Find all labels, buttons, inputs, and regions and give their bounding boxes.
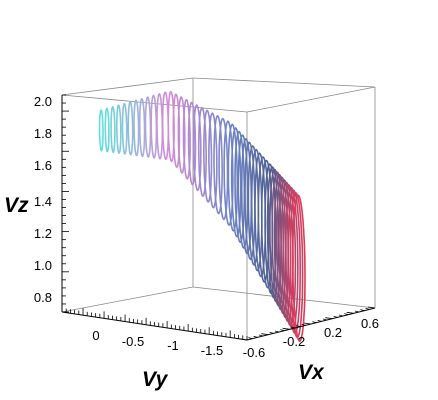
ring (182, 98, 191, 180)
axis-ticks (61, 94, 376, 341)
axis-tick (333, 315, 338, 318)
ring (208, 112, 218, 209)
ring (116, 104, 122, 154)
axis-tick (261, 333, 269, 336)
z-tick-label: 1.6 (34, 158, 52, 173)
z-tick-label: 0.8 (34, 290, 52, 305)
axis-tick (274, 330, 280, 333)
axis-tick (290, 326, 296, 329)
axis-tick (367, 306, 376, 309)
ring (144, 96, 152, 159)
ring (121, 102, 128, 155)
y-tick-label: -0.5 (122, 334, 144, 349)
axis-tick (344, 313, 349, 316)
ring (177, 96, 186, 175)
axis-tick (301, 323, 306, 326)
axis-tick (322, 318, 328, 321)
ring (291, 194, 306, 343)
ring (202, 109, 213, 203)
z-tick-label: 2.0 (34, 94, 52, 109)
z-tick-label: 1.4 (34, 194, 52, 209)
z-tick-label: 1.8 (34, 126, 52, 141)
axis-tick (280, 329, 285, 332)
y-tick-label: -1.5 (201, 343, 223, 358)
axis-tick (239, 338, 248, 341)
ring (257, 155, 270, 284)
x-tick-label: -0.6 (243, 345, 265, 360)
y-tick-label: -1 (167, 338, 179, 353)
ring (213, 114, 224, 215)
axis-tick (354, 310, 360, 313)
z-tick-labels: 2.0 1.8 1.6 1.4 1.2 1.0 0.8 (34, 94, 52, 305)
ring (127, 100, 134, 156)
z-tick-label: 1.0 (34, 258, 52, 273)
box-edge (61, 77, 194, 96)
axis-tick (346, 311, 354, 314)
axis-tick (325, 317, 333, 320)
ring (138, 97, 146, 158)
box-edge (192, 77, 376, 88)
axis-tick (296, 325, 301, 328)
ring (104, 107, 110, 153)
ring (223, 120, 234, 227)
ring (98, 109, 104, 152)
y-axis-title: Vy (142, 368, 169, 391)
ring-series (98, 90, 306, 343)
axis-tick (338, 314, 344, 317)
ring (287, 189, 302, 335)
ring (197, 106, 208, 198)
ring (192, 103, 202, 192)
ring (227, 123, 239, 232)
x-tick-label: -0.2 (283, 334, 305, 349)
y-tick-labels: 0 -0.5 -1 -1.5 (92, 328, 223, 358)
axis-tick (258, 334, 264, 337)
y-tick-label: 0 (92, 328, 99, 343)
axis-tick (365, 307, 370, 310)
x-tick-labels: -0.6 -0.2 0.2 0.6 (243, 316, 379, 360)
ring (289, 191, 304, 339)
ring (110, 105, 116, 154)
x-axis-title: Vx (298, 361, 325, 384)
box-edge (246, 86, 376, 113)
ring (264, 163, 277, 295)
axis-tick (317, 319, 322, 322)
ring (150, 94, 158, 159)
box-edge (61, 286, 194, 313)
axis-tick (360, 309, 365, 312)
ring (230, 126, 242, 238)
x-tick-label: 0.6 (361, 316, 379, 331)
axis-tick (253, 335, 258, 338)
axis-tick (282, 327, 290, 330)
ring (285, 186, 299, 331)
axis-tick (269, 331, 274, 334)
ring (161, 91, 170, 161)
ring (187, 101, 197, 186)
ring (282, 183, 297, 327)
ring (218, 117, 229, 221)
z-tick-label: 1.2 (34, 226, 52, 241)
z-axis-title: Vz (4, 194, 29, 217)
axis-tick (248, 337, 253, 340)
ring (172, 93, 181, 169)
axis-tick (312, 321, 317, 324)
axis-tick (303, 322, 312, 325)
ring (133, 99, 140, 157)
x-tick-label: 0.2 (324, 325, 342, 340)
